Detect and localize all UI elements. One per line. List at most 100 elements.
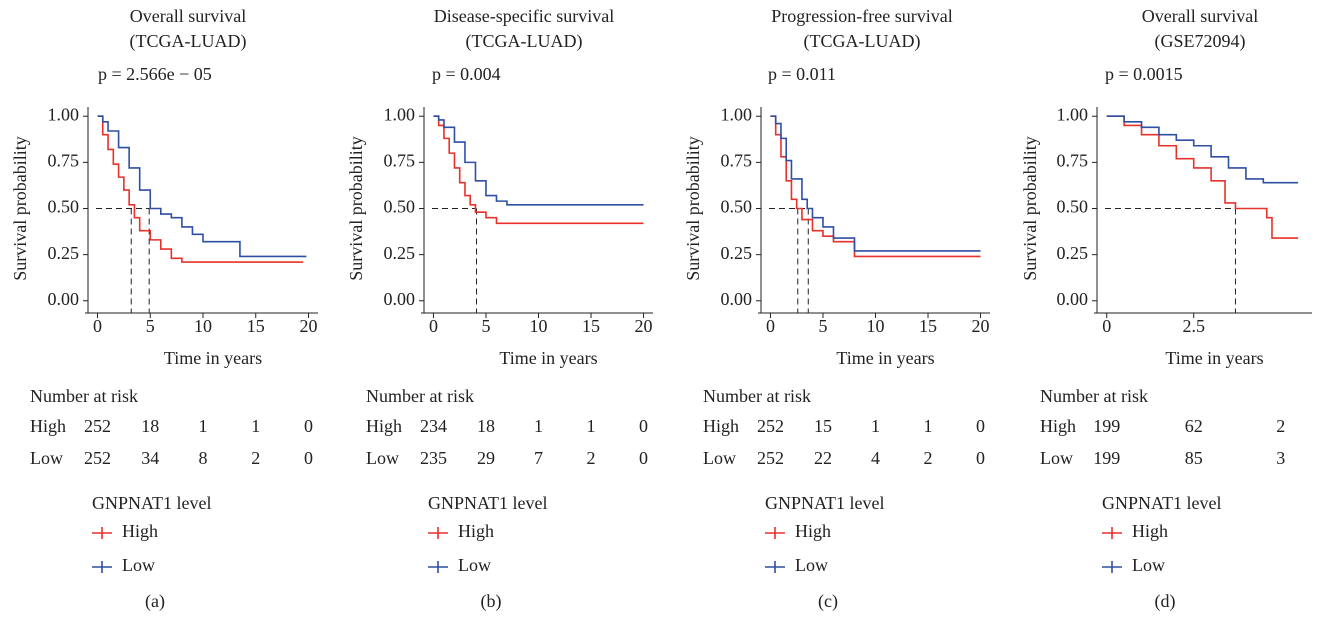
risk-count: 1 [587,416,596,436]
x-tick-label: 0 [766,316,775,336]
y-tick-label: 0.75 [1057,150,1089,170]
risk-count: 0 [639,448,648,468]
risk-count: 199 [1093,448,1120,468]
risk-count: 2 [251,448,260,468]
legend-label: Low [122,555,155,575]
x-tick-label: 0 [1102,316,1111,336]
risk-count: 18 [141,416,159,436]
legend-label: High [1132,521,1168,541]
y-axis-label: Survival probability [1020,136,1040,280]
x-tick-label: 5 [818,316,827,336]
risk-count: 0 [976,416,985,436]
risk-count: 252 [84,416,111,436]
legend-label: Low [458,555,491,575]
legend-title: GNPNAT1 level [765,493,885,513]
y-tick-label: 1.00 [721,104,753,124]
x-tick-label: 20 [972,316,990,336]
risk-count: 22 [814,448,832,468]
y-tick-label: 1.00 [48,104,80,124]
x-tick-label: 10 [867,316,885,336]
risk-row-name: Low [30,448,63,468]
risk-count: 0 [304,448,313,468]
risk-count: 7 [534,448,543,468]
x-tick-label: 5 [146,316,155,336]
panel-label: (d) [1155,591,1176,612]
risk-count: 62 [1185,416,1203,436]
risk-count: 235 [420,448,447,468]
risk-count: 0 [639,416,648,436]
panel-label: (a) [145,591,165,612]
x-axis-label: Time in years [1165,348,1263,368]
legend-label: Low [1132,555,1165,575]
chart-subtitle: (GSE72094) [1155,31,1246,52]
risk-count: 0 [304,416,313,436]
risk-count: 2 [1276,416,1285,436]
panel-label: (b) [481,591,502,612]
risk-count: 1 [199,416,208,436]
p-value: p = 2.566e − 05 [98,64,212,84]
y-tick-label: 1.00 [1057,104,1089,124]
y-tick-label: 0.25 [48,243,80,263]
risk-row-name: High [30,416,66,436]
survival-curve [433,115,644,206]
y-tick-label: 0.50 [384,197,416,217]
risk-row-name: Low [1040,448,1073,468]
y-tick-label: 0.75 [48,150,80,170]
risk-count: 1 [871,416,880,436]
legend-title: GNPNAT1 level [1102,493,1222,513]
risk-count: 252 [757,416,784,436]
legend-label: Low [795,555,828,575]
chart-title: Disease-specific survival [434,6,614,26]
risk-count: 8 [199,448,208,468]
chart-title: Progression-free survival [771,6,952,26]
survival-curve [770,115,981,252]
survival-curve [1106,115,1299,184]
y-tick-label: 0.25 [384,243,416,263]
survival-curve [1106,115,1299,239]
risk-count: 85 [1185,448,1203,468]
risk-count: 252 [84,448,111,468]
x-tick-label: 0 [93,316,102,336]
x-axis-label: Time in years [836,348,934,368]
x-tick-label: 15 [919,316,937,336]
y-tick-label: 0.50 [1057,197,1089,217]
risk-count: 1 [534,416,543,436]
risk-count: 2 [924,448,933,468]
survival-curve [433,115,644,225]
chart-title: Overall survival [130,6,246,26]
chart-title: Overall survival [1142,6,1258,26]
x-tick-label: 20 [300,316,318,336]
survival-curve [97,115,307,258]
risk-count: 29 [477,448,495,468]
y-tick-label: 1.00 [384,104,416,124]
y-tick-label: 0.50 [721,197,753,217]
risk-count: 2 [587,448,596,468]
x-axis-label: Time in years [164,348,262,368]
p-value: p = 0.011 [768,64,836,84]
legend-label: High [795,521,831,541]
risk-count: 34 [141,448,159,468]
x-tick-label: 20 [635,316,653,336]
risk-row-name: High [1040,416,1076,436]
y-tick-label: 0.00 [1057,289,1089,309]
survival-curve [97,115,304,263]
legend-title: GNPNAT1 level [428,493,548,513]
risk-row-name: Low [366,448,399,468]
risk-count: 199 [1093,416,1120,436]
x-tick-label: 10 [194,316,212,336]
y-axis-label: Survival probability [10,136,30,280]
risk-count: 252 [757,448,784,468]
risk-count: 1 [924,416,933,436]
risk-table-title: Number at risk [703,386,811,406]
p-value: p = 0.004 [432,64,501,84]
y-tick-label: 0.75 [384,150,416,170]
risk-count: 1 [251,416,260,436]
chart-subtitle: (TCGA-LUAD) [130,31,247,52]
y-tick-label: 0.50 [48,197,80,217]
y-tick-label: 0.00 [48,289,80,309]
risk-table-title: Number at risk [1040,386,1148,406]
chart-subtitle: (TCGA-LUAD) [466,31,583,52]
x-tick-label: 15 [247,316,265,336]
risk-row-name: High [366,416,402,436]
